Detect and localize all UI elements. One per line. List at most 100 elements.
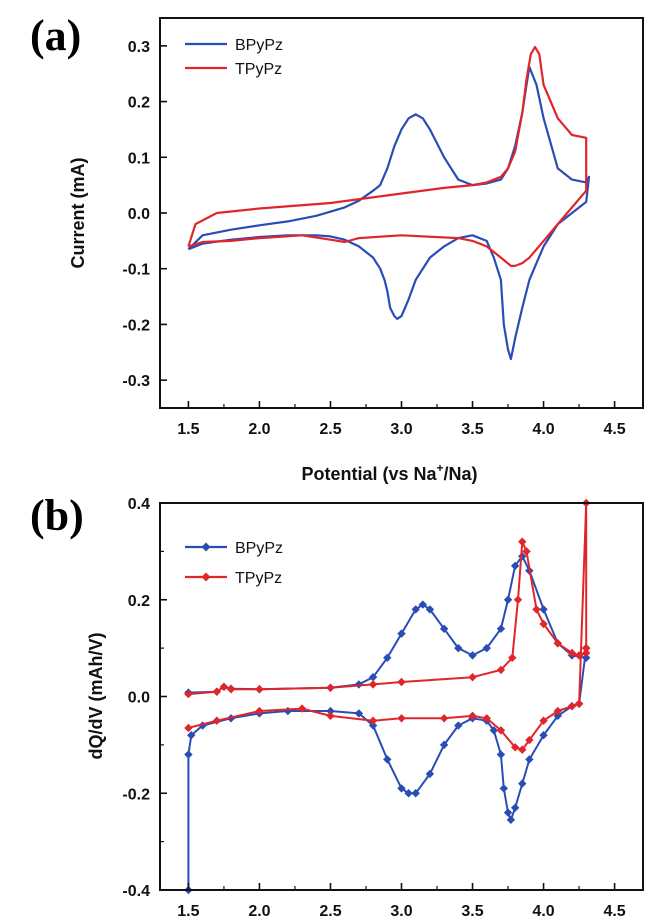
data-point-bpypz: [510, 561, 520, 571]
data-point-bpypz: [439, 624, 449, 633]
data-point-tpypz: [574, 699, 584, 708]
data-point-bpypz: [411, 789, 420, 798]
data-point-bpypz: [503, 595, 513, 604]
legend-marker-tpypz: [201, 572, 211, 582]
data-point-tpypz: [567, 648, 577, 658]
data-point-tpypz: [468, 672, 477, 682]
data-point-bpypz: [482, 643, 491, 653]
y-tick-label: -0.2: [122, 786, 150, 803]
data-point-bpypz: [283, 706, 293, 716]
data-point-tpypz: [482, 714, 491, 723]
x-tick-label: 1.5: [177, 903, 199, 920]
x-tick-label: 2.5: [319, 421, 341, 438]
series-line-bpypz: [187, 65, 591, 361]
data-point-bpypz: [539, 605, 548, 614]
data-point-tpypz: [574, 651, 584, 660]
y-tick-label: 0.2: [128, 593, 150, 610]
x-tick-label: 3.0: [390, 903, 412, 920]
y-tick-label: -0.1: [122, 262, 150, 279]
y-tick-label: 0.0: [128, 690, 150, 707]
data-point-tpypz: [468, 711, 477, 721]
data-point-bpypz: [525, 755, 534, 764]
data-point-tpypz: [184, 723, 193, 733]
data-point-bpypz: [411, 605, 420, 614]
x-tick-label: 4.0: [532, 421, 554, 438]
x-tick-label: 3.5: [461, 903, 483, 920]
y-tick-label: 0.3: [128, 39, 150, 56]
data-point-bpypz: [418, 600, 428, 609]
data-point-bpypz: [510, 803, 520, 812]
data-point-bpypz: [581, 653, 591, 662]
x-axis-title: Potential (vs Na+/Na): [301, 461, 477, 484]
y-tick-label: -0.2: [122, 317, 150, 334]
data-point-tpypz: [518, 745, 527, 754]
chart-panel-a: (a) 1.5 2.0 2.5 3.0 3.5 4.0 4.5 0.3 0.2 0.1 0.0 -0.1…: [30, 11, 644, 484]
data-point-tpypz: [212, 687, 222, 696]
data-point-tpypz: [368, 680, 378, 689]
data-point-bpypz: [184, 750, 193, 759]
data-point-tpypz: [255, 706, 264, 716]
x-tick-label: 2.0: [248, 421, 270, 438]
y-tick-label: 0.0: [128, 206, 150, 223]
data-point-tpypz: [532, 605, 541, 614]
data-point-tpypz: [397, 714, 406, 723]
data-point-tpypz: [496, 726, 506, 735]
data-point-tpypz: [326, 683, 335, 692]
legend-label-tpypz: TPyPz: [235, 570, 282, 587]
data-point-tpypz: [508, 653, 517, 662]
legend-label-bpypz: BPyPz: [235, 540, 283, 557]
data-point-tpypz: [297, 704, 307, 713]
series-line-tpypz: [187, 45, 588, 267]
data-point-tpypz: [525, 735, 534, 745]
data-point-bpypz: [496, 750, 506, 759]
legend-marker-bpypz: [201, 542, 211, 552]
x-tick-label: 2.0: [248, 903, 270, 920]
y-axis-title: dQ/dV (mAh/V): [86, 633, 106, 760]
data-point-bpypz: [539, 731, 548, 740]
legend-label-tpypz: TPyPz: [235, 61, 282, 78]
data-point-tpypz: [513, 595, 523, 604]
data-point-bpypz: [454, 721, 463, 730]
legend-label-bpypz: BPyPz: [235, 37, 283, 54]
data-point-tpypz: [219, 682, 229, 692]
data-point-tpypz: [518, 537, 527, 546]
x-tick-label: 2.5: [319, 903, 341, 920]
y-tick-label: -0.4: [122, 883, 150, 900]
x-tick-label: 3.0: [390, 421, 412, 438]
data-point-tpypz: [553, 639, 562, 648]
data-point-bpypz: [368, 672, 378, 682]
data-point-bpypz: [187, 731, 196, 740]
data-point-bpypz: [354, 709, 364, 718]
series-line-bpypz: [187, 555, 588, 890]
data-point-bpypz: [454, 643, 463, 653]
panel-label: (b): [30, 491, 84, 540]
data-point-bpypz: [397, 629, 406, 638]
data-point-bpypz: [553, 711, 562, 721]
data-point-bpypz: [368, 721, 378, 730]
data-point-bpypz: [397, 784, 406, 793]
data-point-tpypz: [539, 716, 548, 725]
data-point-tpypz: [510, 743, 520, 752]
data-point-tpypz: [496, 665, 506, 675]
plot-frame: [159, 502, 644, 891]
data-point-tpypz: [439, 714, 449, 723]
x-tick-label: 4.5: [603, 421, 625, 438]
data-point-tpypz: [397, 677, 406, 687]
data-point-tpypz: [539, 619, 548, 629]
data-point-bpypz: [383, 653, 392, 662]
data-point-tpypz: [581, 648, 591, 658]
data-point-bpypz: [489, 726, 499, 735]
data-point-bpypz: [518, 779, 527, 788]
data-point-tpypz: [553, 706, 562, 716]
data-point-bpypz: [404, 789, 413, 798]
data-point-tpypz: [567, 701, 577, 711]
panel-label: (a): [30, 11, 81, 60]
chart-panel-b: (b) 1.5 2.0 2.5 3.0 3.5 4.0 4.5 0.4 0.2 0.0 -0.2 -0.…: [30, 491, 644, 920]
data-point-tpypz: [368, 716, 378, 725]
y-tick-label: 0.4: [128, 496, 150, 513]
data-point-tpypz: [522, 547, 531, 556]
y-tick-label: 0.2: [128, 95, 150, 112]
data-point-bpypz: [506, 815, 516, 825]
x-tick-label: 3.5: [461, 421, 483, 438]
